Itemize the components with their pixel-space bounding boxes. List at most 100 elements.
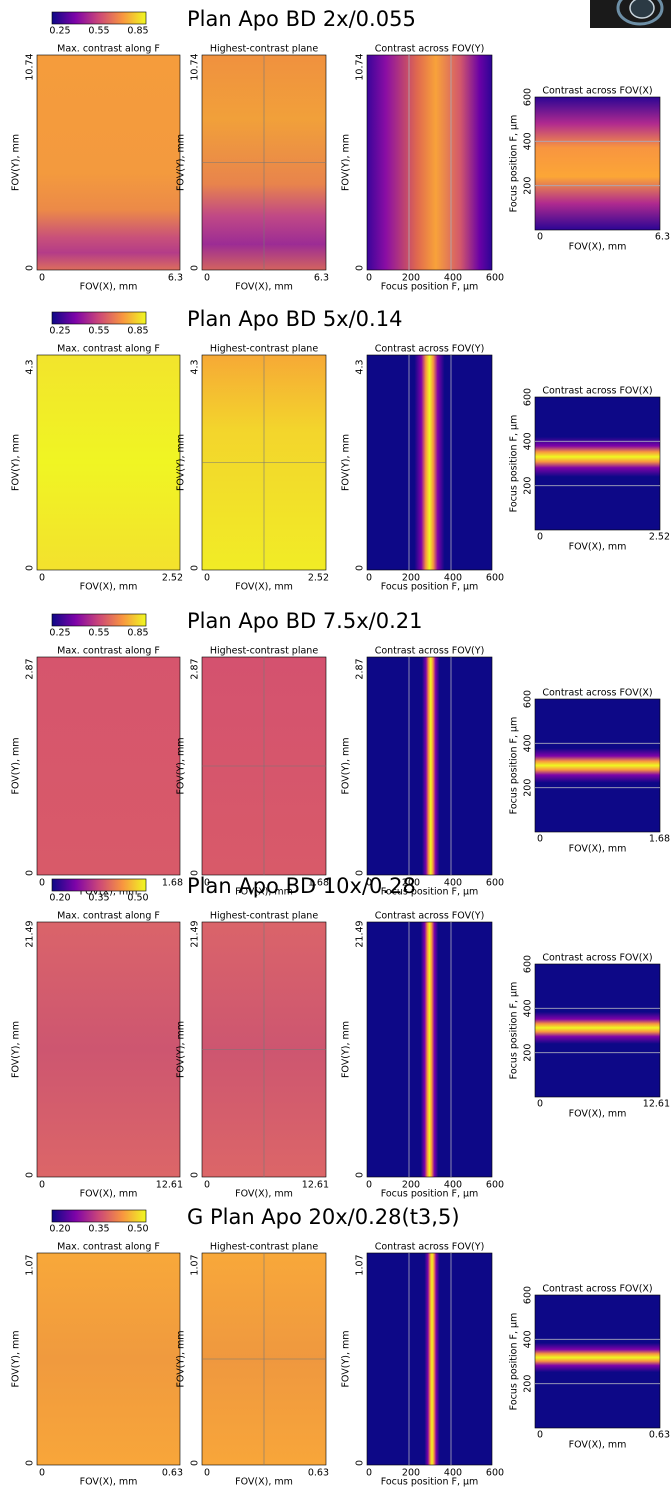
y-tick-label: 0 [25, 1460, 36, 1466]
x-tick-label: 0.63 [162, 1468, 183, 1479]
y-axis-label: FOV(Y), mm [341, 1021, 352, 1078]
x-tick-label: 0 [366, 273, 372, 284]
x-axis-label: FOV(X), mm [235, 582, 293, 593]
x-axis-label: FOV(X), mm [80, 1477, 138, 1488]
y-tick-label: 600 [523, 1286, 534, 1304]
panel-title: Contrast across FOV(Y) [375, 911, 485, 922]
heatmap [534, 96, 661, 231]
x-tick-label: 0 [537, 532, 543, 543]
x-tick-label: 200 [402, 1468, 420, 1479]
y-axis-label: FOV(Y), mm [341, 434, 352, 491]
heatmap [36, 354, 181, 571]
colorbar-tick-label: 0.85 [127, 326, 148, 337]
y-axis-label: FOV(Y), mm [11, 134, 22, 191]
heatmap [366, 1252, 493, 1466]
y-tick-label: 0 [355, 1172, 366, 1178]
y-tick-label: 21.49 [355, 920, 366, 947]
y-axis-label: FOV(Y), mm [176, 1330, 187, 1387]
y-tick-label: 2.87 [190, 658, 201, 679]
x-tick-label: 0 [39, 1468, 45, 1479]
panel-title: Max. contrast along F [57, 911, 160, 922]
colorbar-tick-label: 0.35 [88, 1224, 109, 1235]
y-tick-label: 21.49 [190, 920, 201, 947]
y-tick-label: 0 [190, 1460, 201, 1466]
y-tick-label: 21.49 [25, 920, 36, 947]
colorbar-tick-label: 0.55 [88, 628, 109, 639]
y-tick-label: 200 [523, 779, 534, 797]
x-axis-label: Focus position F, μm [381, 1477, 479, 1488]
x-axis-label: FOV(X), mm [235, 1477, 293, 1488]
panel-title: Highest-contrast plane [210, 911, 318, 922]
panel-title: Max. contrast along F [57, 344, 160, 355]
y-tick-label: 0 [190, 565, 201, 571]
x-tick-label: 600 [486, 878, 504, 889]
y-tick-label: 4.3 [25, 359, 36, 374]
y-tick-label: 10.74 [355, 53, 366, 80]
colorbar [51, 613, 147, 627]
x-axis-label: Focus position F, μm [381, 582, 479, 593]
heatmap [36, 921, 181, 1178]
y-tick-label: 600 [523, 388, 534, 406]
colorbar [51, 11, 147, 25]
y-axis-label: FOV(Y), mm [341, 1330, 352, 1387]
y-tick-label: 400 [523, 432, 534, 450]
heatmap [534, 963, 661, 1098]
x-tick-label: 1.68 [308, 878, 329, 889]
x-tick-label: 400 [444, 1180, 462, 1191]
y-tick-label: 600 [523, 690, 534, 708]
y-tick-label: 0 [25, 265, 36, 271]
panel-title: Max. contrast along F [57, 44, 160, 55]
y-tick-label: 200 [523, 177, 534, 195]
y-tick-label: 0 [190, 870, 201, 876]
colorbar-tick-label: 0.55 [88, 26, 109, 37]
heatmap [534, 1294, 661, 1429]
heatmap [366, 921, 493, 1178]
colorbar [51, 878, 147, 892]
y-tick-label: 0 [355, 870, 366, 876]
heatmap [366, 54, 493, 271]
y-axis-label: FOV(Y), mm [11, 434, 22, 491]
colorbar-tick-label: 0.25 [49, 26, 70, 37]
y-tick-label: 400 [523, 1330, 534, 1348]
section-title: Plan Apo BD 2x/0.055 [187, 7, 416, 31]
x-axis-label: FOV(X), mm [569, 1440, 627, 1451]
x-tick-label: 12.61 [302, 1180, 329, 1191]
y-tick-label: 4.3 [190, 359, 201, 374]
panel-title: Contrast across FOV(Y) [375, 646, 485, 657]
x-tick-label: 400 [444, 273, 462, 284]
x-axis-label: FOV(X), mm [569, 242, 627, 253]
panel-title: Max. contrast along F [57, 646, 160, 657]
y-tick-label: 0 [25, 870, 36, 876]
y-tick-label: 600 [523, 955, 534, 973]
x-tick-label: 0 [204, 573, 210, 584]
x-tick-label: 0 [204, 878, 210, 889]
panel-title: Contrast across FOV(X) [542, 688, 652, 699]
colorbar-tick-label: 0.85 [127, 628, 148, 639]
x-tick-label: 1.68 [649, 834, 670, 845]
x-axis-label: FOV(X), mm [569, 542, 627, 553]
x-tick-label: 0 [537, 232, 543, 243]
x-tick-label: 6.3 [168, 273, 183, 284]
x-tick-label: 2.52 [649, 532, 670, 543]
colorbar [51, 1209, 147, 1223]
heatmap [36, 656, 181, 876]
panel-title: Contrast across FOV(Y) [375, 1242, 485, 1253]
y-tick-label: 0 [355, 265, 366, 271]
x-tick-label: 12.61 [643, 1099, 670, 1110]
colorbar-tick-label: 0.25 [49, 628, 70, 639]
y-tick-label: 0 [355, 1460, 366, 1466]
x-tick-label: 0 [537, 1099, 543, 1110]
y-axis-label: FOV(Y), mm [176, 434, 187, 491]
x-axis-label: FOV(X), mm [569, 1109, 627, 1120]
y-tick-label: 600 [523, 88, 534, 106]
x-tick-label: 400 [444, 573, 462, 584]
y-tick-label: 0 [355, 565, 366, 571]
panel-title: Highest-contrast plane [210, 44, 318, 55]
y-tick-label: 200 [523, 1375, 534, 1393]
x-tick-label: 0 [39, 878, 45, 889]
x-tick-label: 6.3 [655, 232, 670, 243]
panel-title: Contrast across FOV(X) [542, 1284, 652, 1295]
section-title: G Plan Apo 20x/0.28(t3,5) [187, 1205, 460, 1229]
x-axis-label: FOV(X), mm [235, 1189, 293, 1200]
